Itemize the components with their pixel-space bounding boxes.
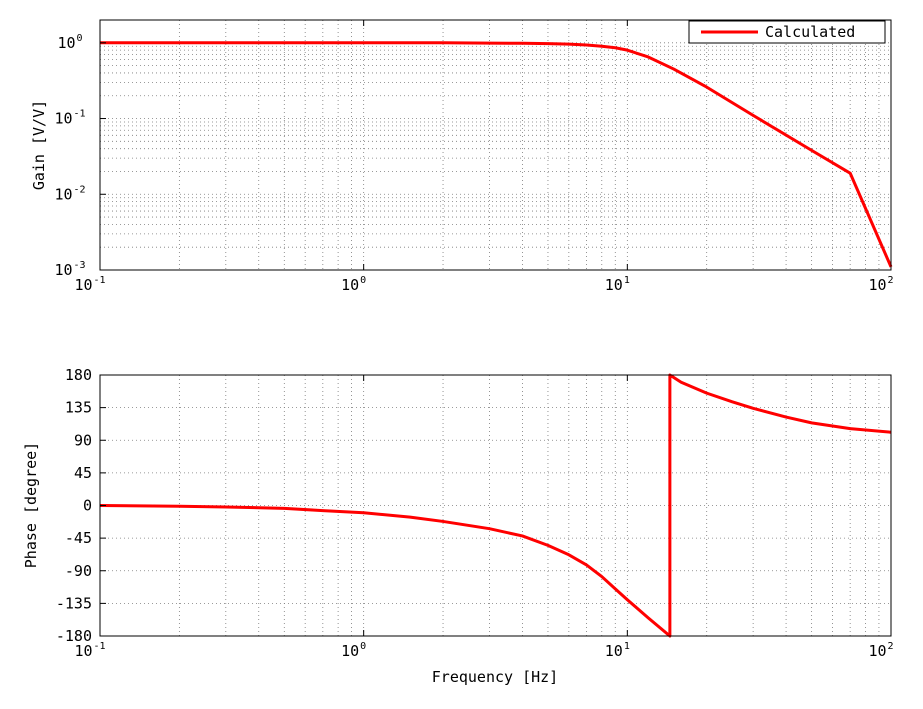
gain-ytick-label: 10-2 [54, 184, 85, 203]
gain-xtick-label: 102 [868, 275, 893, 294]
gain-series-line-calculated [100, 41, 893, 268]
phase-xtick-label: 102 [868, 641, 893, 660]
phase-ytick-label: -180 [56, 627, 92, 645]
phase-ytick-label: 180 [65, 366, 92, 384]
phase-xlabel: Frequency [Hz] [432, 668, 558, 686]
phase-ytick-label: 90 [74, 431, 92, 449]
phase-xtick-label: 100 [341, 641, 366, 660]
phase-ytick-label: -45 [65, 529, 92, 547]
gain-xtick-label: 100 [341, 275, 366, 294]
gain-legend: Calculated [688, 20, 886, 44]
gain-ytick-label: 100 [57, 33, 82, 52]
phase-ytick-label: 135 [65, 399, 92, 417]
gain-xtick-label: 10-1 [74, 275, 105, 294]
gain-plot-frame [99, 19, 892, 271]
phase-xtick-label: 101 [605, 641, 630, 660]
phase-curves [99, 373, 892, 638]
phase-ylabel: Phase [degree] [22, 442, 40, 568]
gain-plot-area [100, 20, 891, 270]
phase-series-line-calculated [99, 373, 892, 638]
gain-xtick-label: 101 [605, 275, 630, 294]
gain-ytick-label: 10-1 [54, 109, 85, 128]
phase-ytick-label: 0 [83, 497, 92, 515]
phase-plot-area [100, 375, 891, 636]
legend-box [688, 20, 886, 44]
gain-grid [100, 20, 891, 270]
gain-curves [100, 41, 893, 268]
phase-ytick-label: -90 [65, 562, 92, 580]
legend-label-calculated: Calculated [765, 23, 855, 41]
phase-ytick-label: 45 [74, 464, 92, 482]
phase-ytick-label: -135 [56, 594, 92, 612]
gain-ylabel: Gain [V/V] [30, 100, 48, 190]
